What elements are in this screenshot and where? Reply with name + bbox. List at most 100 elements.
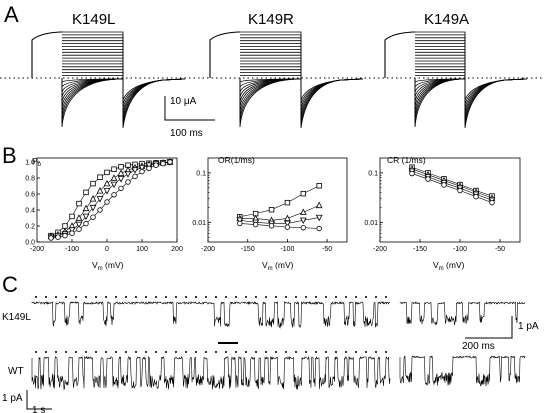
x-tick-label: 0 [105,246,109,253]
data-point-square [284,199,291,206]
data-point-circle [441,182,447,188]
data-point-square [268,207,275,213]
zoom-scale-time: 200 ms [462,341,495,352]
series-line-triangle-down [411,170,493,201]
x-tick-label: -200 [30,246,44,253]
data-point-triangle-down [82,213,90,221]
data-point-circle [118,185,124,192]
x-tick-label: -50 [322,246,332,253]
panel-c-main-scale-bar: 1 pA 1 s [2,390,52,413]
x-tick-label: -150 [241,246,255,253]
panel-a-title-k149a: K149A [424,11,469,28]
data-point-square [90,180,96,187]
zoom-scale-current: 1 pA [518,321,539,332]
step-trace [240,75,302,78]
data-point-triangle-down [68,227,76,234]
series-line-triangle-down [239,217,320,224]
panel-c-zoom-scale-bar: 1 pA 200 ms [462,316,539,352]
or-x-label: Vm (mV) [262,260,294,272]
data-point-circle [132,173,138,180]
step-trace [415,75,466,78]
single-channel-recordings [31,295,526,391]
series-line-triangle-up [50,161,171,237]
series-line-circle [411,173,493,203]
panel-a-title-k149r: K149R [248,11,294,28]
deactivation-trace [464,78,528,117]
or-plot-title: OR(1/ms) [218,155,255,165]
data-point-circle [300,224,307,231]
data-point-circle [125,179,131,185]
step-trace [62,34,124,78]
panel-a-letter: A [4,2,19,27]
step-trace [240,69,302,78]
data-point-triangle-up [96,187,104,194]
data-point-circle [62,232,68,239]
data-point-square [104,169,110,176]
series-line-triangle-up [239,205,320,221]
step-trace [415,46,466,78]
data-point-circle [111,192,117,198]
voltage-clamp-traces [31,31,528,129]
data-point-triangle-down [138,164,146,172]
x-tick-label: -100 [280,246,294,253]
panel-a-scale-bar: 10 μA 100 ms [164,96,215,139]
data-point-square [76,200,82,207]
data-point-triangle-down [315,214,323,222]
y-tick-label: 0.4 [25,208,35,215]
data-point-circle [284,224,291,230]
data-point-triangle-up [284,214,291,222]
mutant-zoom-trace [399,301,526,326]
plot-frame [379,157,521,243]
data-point-triangle-down [75,221,83,229]
data-point-square [97,174,103,180]
panel-a-title-k149l: K149L [72,11,115,28]
series-line-circle [239,223,320,229]
tail-trace [61,78,124,98]
data-point-circle [473,193,479,200]
step-trace [240,51,302,78]
po-x-label: Vm (mV) [92,260,124,272]
tail-trace [414,78,466,98]
data-point-circle [97,207,103,213]
main-scale-time: 1 s [32,405,45,413]
po-y-label: Po [32,156,42,168]
data-point-square [300,190,307,197]
mutant-channel-trace [31,300,391,329]
data-point-circle [76,226,82,232]
cr-x-label: Vm (mV) [433,260,465,272]
prepulse-trace [384,31,415,78]
data-point-triangle-up [89,195,97,202]
data-point-circle [153,162,159,168]
po-plot: -200 -100 0 100 200 0.0 0.2 0.4 0.6 0.8 1.0 [25,157,183,253]
scale-current-label: 10 μA [170,96,197,107]
y-tick-label: 0.01 [364,220,378,227]
step-trace [62,46,124,78]
y-tick-label: 1.0 [25,160,35,167]
x-tick-label: -50 [495,246,505,253]
x-tick-label: 100 [136,246,148,253]
data-point-circle [316,225,322,232]
wt-channel-trace [31,355,391,391]
step-trace [62,75,124,78]
tail-trace [61,78,124,128]
data-point-circle [104,199,110,205]
data-point-square [83,189,89,196]
data-point-square [316,183,322,189]
data-point-circle [409,170,415,177]
data-point-triangle-down [299,217,307,225]
plot-frame [207,157,348,243]
data-point-square [118,164,124,170]
step-trace [240,46,302,78]
x-tick-label: -200 [201,246,215,253]
data-point-triangle-up [299,208,307,215]
panel-c-letter: C [2,272,18,297]
prepulse-trace [209,31,240,78]
data-point-circle [489,199,495,206]
data-point-triangle-up [117,169,125,176]
deactivation-trace [300,78,364,125]
data-point-circle [48,235,54,241]
data-point-circle [237,220,243,227]
data-point-triangle-down [103,188,111,195]
deactivation-trace [122,78,186,129]
series-line-triangle-up [411,168,493,199]
